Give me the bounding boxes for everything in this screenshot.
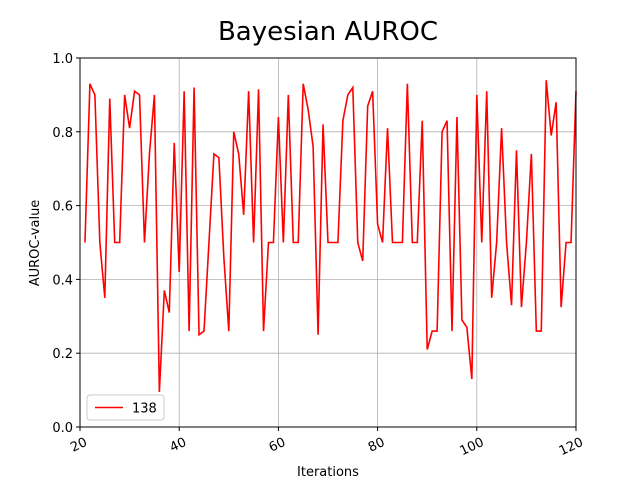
y-tick-label: 0.0: [52, 421, 73, 436]
y-tick-label: 1.0: [52, 52, 73, 67]
x-axis-label: Iterations: [297, 465, 359, 480]
y-tick-label: 0.6: [52, 200, 73, 215]
x-tick-label: 120: [557, 435, 586, 459]
legend-label: 138: [132, 402, 157, 417]
legend: 138: [86, 394, 165, 421]
y-tick-label: 0.4: [52, 273, 73, 288]
x-tick-label: 60: [267, 435, 288, 456]
data-line: [84, 80, 577, 392]
y-tick-label: 0.2: [52, 347, 73, 362]
x-tick-label: 40: [168, 435, 189, 456]
x-tick-label: 20: [68, 435, 89, 456]
x-tick-label: 80: [366, 435, 387, 456]
y-tick-label: 0.8: [52, 126, 73, 141]
chart-title: Bayesian AUROC: [218, 17, 438, 47]
y-axis-label: AUROC-value: [28, 200, 43, 287]
plot: [84, 80, 577, 392]
x-tick-label: 100: [458, 435, 487, 459]
legend-box: [86, 394, 165, 421]
plot-frame: [79, 57, 577, 428]
